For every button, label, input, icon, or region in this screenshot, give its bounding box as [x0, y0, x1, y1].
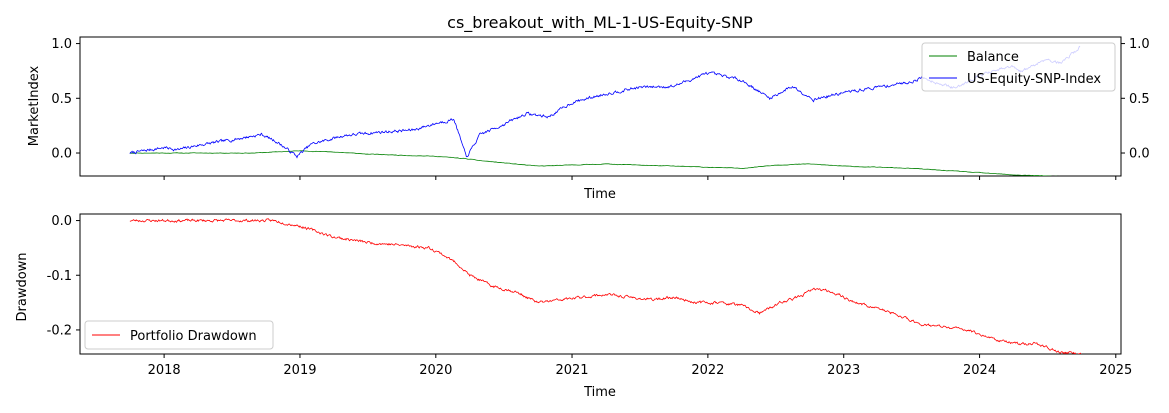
x-tick-label: 2023	[827, 363, 860, 378]
legend-label-drawdown: Portfolio Drawdown	[130, 329, 257, 344]
bottom-series-group	[129, 218, 1082, 354]
chart-title: cs_breakout_with_ML-1-US-Equity-SNP	[447, 13, 753, 33]
top-ticks-group: 0.0 0.5 1.0 0.0 0.5 1.0	[51, 37, 1150, 180]
top-legend: Balance US-Equity-SNP-Index	[921, 42, 1116, 92]
bottom-plot-frame	[79, 213, 1122, 355]
x-tick-label: 2021	[555, 363, 588, 378]
bottom-xlabel: Time	[583, 385, 616, 400]
y-tick-label: 1.0	[51, 37, 72, 52]
top-series-group	[129, 45, 1081, 176]
top-ylabel: MarketIndex	[27, 65, 42, 146]
y-right-tick-label: 1.0	[1129, 37, 1150, 52]
balance-line	[129, 150, 1061, 176]
x-tick-label: 2024	[963, 363, 996, 378]
legend-label-balance: Balance	[967, 50, 1019, 65]
top-plot-frame	[79, 36, 1122, 177]
top-legend-box	[921, 42, 1116, 92]
index-line	[129, 45, 1081, 159]
y-tick-label: 0.0	[51, 214, 72, 229]
y-tick-label: -0.1	[47, 269, 72, 284]
x-tick-label: 2020	[419, 363, 452, 378]
x-tick-label: 2018	[148, 363, 181, 378]
drawdown-line	[129, 218, 1082, 354]
y-right-tick-label: 0.5	[1129, 92, 1150, 107]
y-tick-label: 0.0	[51, 147, 72, 162]
y-tick-label: -0.2	[47, 323, 72, 338]
top-xlabel: Time	[583, 187, 616, 202]
x-tick-label: 2022	[691, 363, 724, 378]
y-tick-label: 0.5	[51, 92, 72, 107]
x-tick-label: 2025	[1099, 363, 1132, 378]
x-tick-label: 2019	[283, 363, 316, 378]
legend-label-index: US-Equity-SNP-Index	[967, 72, 1101, 87]
bottom-legend-box	[84, 320, 274, 350]
bottom-ylabel: Drawdown	[15, 252, 30, 321]
bottom-ticks-group: 2018 2019 2020 2021 2022 2023 2024 2025 0.0 -0.1 -…	[47, 214, 1133, 378]
bottom-legend: Portfolio Drawdown	[84, 320, 274, 350]
y-right-tick-label: 0.0	[1129, 147, 1150, 162]
